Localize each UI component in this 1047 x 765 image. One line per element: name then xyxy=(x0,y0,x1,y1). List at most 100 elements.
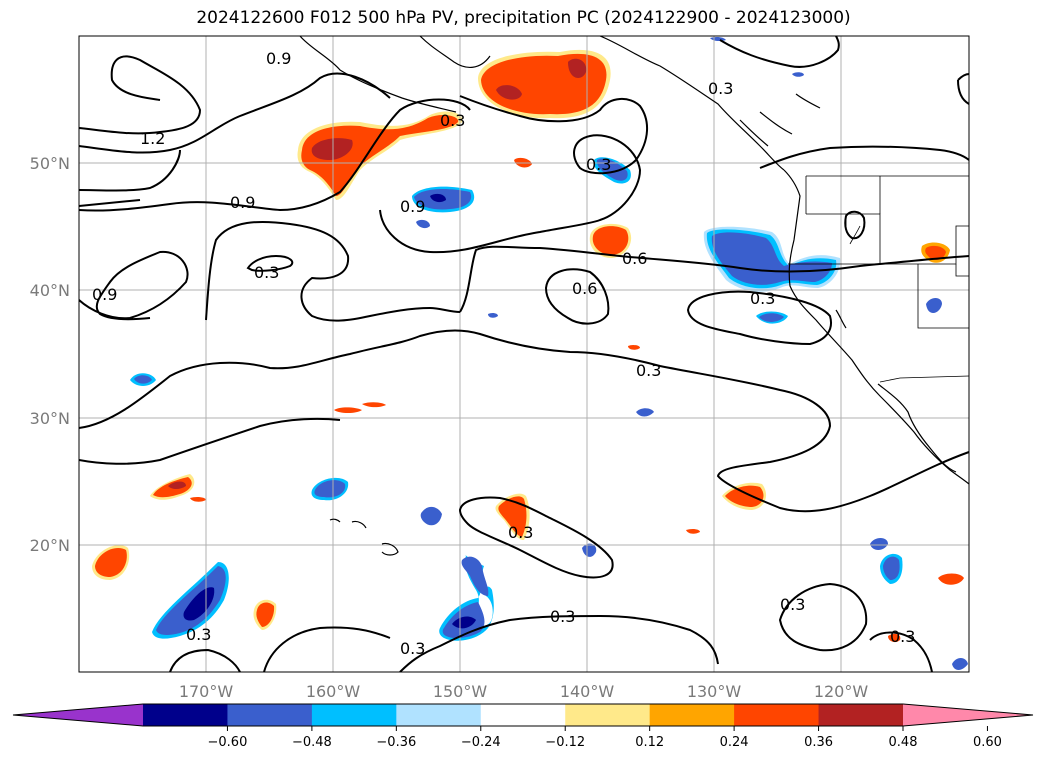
contour-label: 0.3 xyxy=(750,289,775,308)
colorbar-segment xyxy=(396,704,482,726)
precip-blob xyxy=(938,573,964,585)
colorbar-tick-label: 0.48 xyxy=(889,735,918,750)
lon-tick-label: 170°W xyxy=(179,682,234,701)
lat-tick-label: 40°N xyxy=(30,281,70,300)
pv-contour xyxy=(869,631,933,672)
precip-blob xyxy=(952,658,968,670)
colorbar-tick-label: −0.48 xyxy=(292,735,332,750)
figure-title: 2024122600 F012 500 hPa PV, precipitatio… xyxy=(196,8,851,28)
west-coast-island xyxy=(835,309,847,329)
map-gridlines xyxy=(79,36,969,672)
lon-tick-label: 150°W xyxy=(433,682,488,701)
hawaii-islands xyxy=(329,518,399,556)
contour-label: 0.3 xyxy=(890,627,915,646)
colorbar-segment xyxy=(143,704,228,726)
precip-blob xyxy=(725,485,764,507)
precip-blob xyxy=(461,556,489,596)
precip-blob xyxy=(311,138,353,160)
pv-contour xyxy=(263,626,391,672)
lon-tick-label: 130°W xyxy=(687,682,742,701)
contour-label: 0.3 xyxy=(550,607,575,626)
precip-blob xyxy=(452,616,476,629)
contour-label: 1.2 xyxy=(140,129,165,148)
lon-tick-label: 120°W xyxy=(814,682,869,701)
precip-blob xyxy=(568,58,587,78)
precip-blob xyxy=(686,528,700,534)
pv-contour xyxy=(399,614,719,672)
contour-label: 0.6 xyxy=(622,249,647,268)
pv-contour xyxy=(458,496,614,579)
pv-contour xyxy=(79,417,341,465)
contour-label: 0.6 xyxy=(572,279,597,298)
colorbar-tick-label: 0.24 xyxy=(720,735,749,750)
contour-label: 0.9 xyxy=(230,193,255,212)
pv-contour xyxy=(79,250,189,321)
precip-blob xyxy=(95,547,127,577)
map-frame xyxy=(78,35,970,673)
colorbar-segment xyxy=(649,704,735,726)
lat-tick-label: 30°N xyxy=(30,409,70,428)
precip-blob xyxy=(628,344,640,350)
precip-blob xyxy=(496,85,522,100)
pv-contour xyxy=(79,72,391,154)
precip-blob xyxy=(488,312,498,318)
precip-blob xyxy=(759,313,784,322)
contour-label: 0.3 xyxy=(254,263,279,282)
precip-blob xyxy=(926,298,942,314)
precip-blob xyxy=(883,556,900,580)
colorbar-tick-label: 0.36 xyxy=(804,735,833,750)
pv-contour xyxy=(844,210,866,240)
precip-blob xyxy=(592,226,629,255)
precip-blob xyxy=(870,538,888,550)
colorbar: −0.60 −0.48 −0.36 −0.24 −0.12 0.12 0.24 0.36 0.4… xyxy=(12,703,1034,750)
lon-tick-label: 140°W xyxy=(560,682,615,701)
colorbar-segment xyxy=(227,704,313,726)
precip-blob xyxy=(636,408,654,417)
colorbar-tick-label: −0.12 xyxy=(545,735,585,750)
pv-contour xyxy=(79,329,969,513)
contour-label: 0.3 xyxy=(186,625,211,644)
lat-tick-label: 50°N xyxy=(30,154,70,173)
pv-contour xyxy=(719,36,840,68)
precip-blob xyxy=(301,115,459,196)
alaska-coast xyxy=(299,36,785,171)
precip-blob xyxy=(334,407,362,413)
pv-contour xyxy=(686,290,832,346)
precip-blob xyxy=(256,602,275,627)
pv-contours xyxy=(79,36,969,672)
contour-label: 0.3 xyxy=(440,111,465,130)
map-area: 0.9 1.2 0.9 0.9 0.3 0.9 0.3 0.3 0.3 0.6 … xyxy=(79,36,969,672)
pv-contour xyxy=(79,98,471,212)
colorbar-segment xyxy=(311,704,397,726)
precip-blob xyxy=(925,245,946,260)
precip-blob xyxy=(498,496,527,537)
pv-contour xyxy=(79,55,202,135)
contour-label: 0.3 xyxy=(780,595,805,614)
precip-blob xyxy=(156,566,226,635)
precip-blob xyxy=(888,633,901,643)
pv-contour-labels: 0.9 1.2 0.9 0.9 0.3 0.9 0.3 0.3 0.3 0.6 … xyxy=(92,49,915,658)
colorbar-segment xyxy=(903,704,1033,726)
colorbar-segment xyxy=(734,704,820,726)
contour-label: 0.3 xyxy=(400,639,425,658)
colorbar-tick-label: 0.12 xyxy=(635,735,664,750)
precip-blob xyxy=(582,543,597,557)
pv-contour xyxy=(544,268,610,325)
pv-contour xyxy=(459,245,969,313)
colorbar-tick-label: 0.60 xyxy=(973,735,1002,750)
precip-blob xyxy=(190,496,206,502)
precip-blob xyxy=(416,219,430,229)
contour-label: 0.9 xyxy=(266,49,291,68)
colorbar-segment xyxy=(818,704,904,726)
pv-contour xyxy=(957,73,969,105)
lon-tick-labels: 170°W 160°W 150°W 140°W 130°W 120°W xyxy=(179,682,869,701)
contour-label: 0.3 xyxy=(636,361,661,380)
pv-contour xyxy=(778,582,868,652)
colorbar-outline xyxy=(12,703,1034,727)
pv-contour xyxy=(246,254,294,272)
contour-label: 0.9 xyxy=(400,197,425,216)
colorbar-segment xyxy=(565,704,651,726)
precip-blob xyxy=(420,506,442,526)
colorbar-segment xyxy=(13,704,143,726)
